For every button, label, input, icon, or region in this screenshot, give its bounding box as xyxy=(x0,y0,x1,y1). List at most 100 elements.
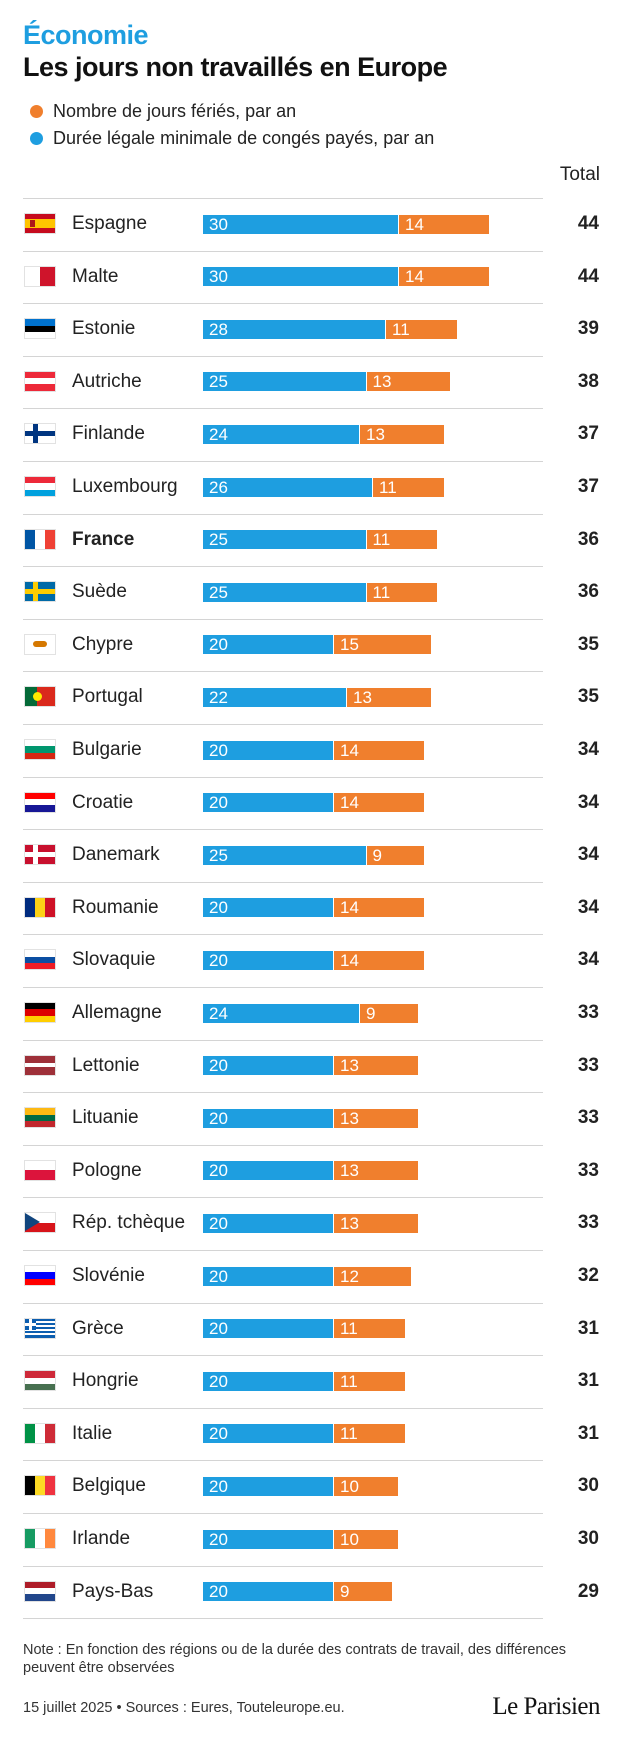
flag-icon xyxy=(25,1318,55,1338)
bar-value-label: 20 xyxy=(209,1161,228,1181)
total-value: 31 xyxy=(577,1317,599,1339)
chart-row: Autriche 25 13 38 xyxy=(0,355,622,408)
chart-row: Slovaquie 20 14 34 xyxy=(0,934,622,986)
bar-value-label: 20 xyxy=(209,1108,228,1128)
row-divider xyxy=(23,881,543,883)
bar-value-label: 11 xyxy=(392,319,410,339)
bar-value-label: 30 xyxy=(209,214,228,234)
bar-value-label: 24 xyxy=(209,1003,228,1023)
country-label: Slovénie xyxy=(72,1265,145,1286)
bar-feries: 11 xyxy=(366,582,437,602)
bar-feries: 12 xyxy=(334,1266,411,1286)
chart-row: Italie 20 11 31 xyxy=(0,1407,622,1460)
country-label: Danemark xyxy=(72,844,160,866)
total-value: 44 xyxy=(577,213,599,234)
row-divider xyxy=(23,618,543,620)
country-label: Slovaquie xyxy=(72,949,156,971)
row-divider xyxy=(23,987,543,988)
bar-value-label: 11 xyxy=(340,1371,358,1391)
bar-value-label: 20 xyxy=(209,1582,228,1602)
row-divider xyxy=(23,355,543,357)
bar-value-label: 11 xyxy=(340,1319,358,1339)
bar-feries: 11 xyxy=(366,530,437,550)
flag-icon xyxy=(25,950,55,970)
chart-row: Chypre 20 15 35 xyxy=(0,618,622,671)
row-divider xyxy=(23,1618,543,1620)
legend-label-feries: Nombre de jours fériés, par an xyxy=(53,101,297,121)
chart-title: Les jours non travaillés en Europe xyxy=(23,52,448,82)
bar-feries: 9 xyxy=(360,1003,418,1023)
bar-value-label: 20 xyxy=(209,1056,228,1076)
row-divider xyxy=(23,671,543,673)
chart-row: Hongrie 20 11 31 xyxy=(0,1355,622,1407)
country-label: Pays-Bas xyxy=(72,1580,154,1602)
total-value: 33 xyxy=(577,1054,599,1076)
total-value: 44 xyxy=(577,265,599,287)
bar-value-label: 24 xyxy=(209,424,228,444)
legend-label-conges: Durée légale minimale de congés payés, p… xyxy=(53,128,435,148)
total-value: 31 xyxy=(577,1422,599,1444)
chart-row: Belgique 20 10 30 xyxy=(0,1460,622,1512)
legend: Nombre de jours fériés, par an Durée lég… xyxy=(30,98,434,152)
total-value: 34 xyxy=(577,844,599,866)
bar-feries: 11 xyxy=(334,1371,405,1391)
bar-value-label: 20 xyxy=(209,1476,228,1496)
total-value: 37 xyxy=(577,476,599,497)
bar-conges: 20 xyxy=(203,1108,333,1128)
bar-conges: 25 xyxy=(203,845,366,865)
bar-value-label: 20 xyxy=(209,1319,228,1339)
total-column-header: Total xyxy=(559,164,600,185)
chart-row: Lituanie 20 13 33 xyxy=(0,1092,622,1144)
row-divider xyxy=(23,198,543,199)
bar-value-label: 11 xyxy=(379,477,397,497)
flag-icon xyxy=(25,845,55,865)
bar-value-label: 25 xyxy=(209,845,228,865)
bar-conges: 20 xyxy=(203,1371,333,1391)
chart-row: Pays-Bas 20 9 29 xyxy=(0,1565,622,1618)
bar-value-label: 14 xyxy=(340,898,359,918)
section-kicker: Économie xyxy=(23,20,149,50)
row-divider xyxy=(23,1513,543,1514)
row-divider xyxy=(23,1144,543,1146)
bar-value-label: 13 xyxy=(340,1056,359,1076)
bar-conges: 20 xyxy=(203,1213,333,1233)
bar-feries: 11 xyxy=(373,477,444,497)
bar-feries: 13 xyxy=(334,1108,418,1128)
country-label: Luxembourg xyxy=(72,476,178,497)
row-divider xyxy=(23,1092,543,1094)
row-divider xyxy=(23,250,543,252)
bar-value-label: 25 xyxy=(209,372,228,392)
flag-icon xyxy=(25,1581,55,1601)
country-label: Grèce xyxy=(72,1317,124,1339)
bar-value-label: 11 xyxy=(340,1424,358,1444)
bar-feries: 13 xyxy=(334,1056,418,1076)
flag-icon xyxy=(25,582,55,602)
total-value: 35 xyxy=(577,633,599,655)
total-value: 34 xyxy=(577,791,599,813)
bar-conges: 20 xyxy=(203,1476,333,1496)
bar-value-label: 9 xyxy=(340,1582,350,1602)
bar-value-label: 20 xyxy=(209,1529,228,1549)
total-value: 30 xyxy=(577,1528,599,1549)
bar-value-label: 13 xyxy=(366,424,385,444)
bar-value-label: 14 xyxy=(340,793,359,813)
country-label: Allemagne xyxy=(72,1002,162,1023)
bar-value-label: 9 xyxy=(366,1003,376,1023)
bar-conges: 20 xyxy=(203,740,333,760)
country-label: Portugal xyxy=(72,686,143,708)
bar-feries: 14 xyxy=(334,793,424,813)
bar-value-label: 20 xyxy=(209,635,228,655)
bar-feries: 13 xyxy=(334,1213,418,1233)
bar-value-label: 13 xyxy=(372,372,392,392)
le-parisien-logo: Le Parisien xyxy=(492,1693,600,1720)
chart-row: Suède 25 11 36 xyxy=(0,566,622,618)
country-label: Chypre xyxy=(72,633,134,655)
bar-feries: 14 xyxy=(334,898,424,918)
flag-icon xyxy=(25,319,55,339)
bar-feries: 13 xyxy=(360,424,444,444)
bar-conges: 28 xyxy=(203,319,385,339)
row-divider xyxy=(23,1565,543,1567)
flag-icon xyxy=(25,1055,55,1075)
flag-icon xyxy=(25,529,55,549)
country-label: Roumanie xyxy=(72,896,159,918)
